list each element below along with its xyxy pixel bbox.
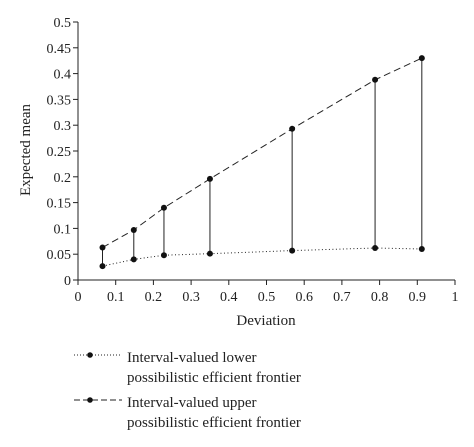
legend-label-upper: Interval-valued upper possibilistic effi… [127,395,301,431]
plot-area: 0 0.05 0.1 0.15 0.2 0.25 0.3 0.35 0.4 0.45 0.5 0 0.1… [47,16,459,305]
data-point-upper [130,226,137,233]
x-tick-label: 0.7 [333,290,351,305]
y-tick-label: 0 [64,274,71,289]
y-tick-label: 0.45 [47,42,72,57]
y-tick-label: 0.15 [47,197,72,212]
data-point-upper [206,175,213,182]
legend-item-lower: Interval-valued lower possibilistic effi… [74,348,301,388]
y-tick-label: 0.35 [47,93,72,108]
y-axis-label: Expected mean [18,103,34,196]
x-tick-label: 0.9 [409,290,427,305]
x-tick-label: 1 [452,290,459,305]
y-tick-label: 0.4 [54,68,72,83]
y-tick-label: 0.1 [54,222,72,237]
data-point-lower [289,247,296,254]
data-point-lower [418,246,425,253]
x-tick-label: 0.6 [295,290,313,305]
x-tick-label: 0.1 [107,290,125,305]
data-point-upper [372,76,379,83]
x-axis-label: Deviation [236,313,296,329]
legend-sample-upper [74,397,122,403]
data-point-lower [372,245,379,252]
data-point-lower [206,250,213,257]
y-tick-label: 0.05 [47,248,72,263]
legend-label-lower: Interval-valued lower possibilistic effi… [127,350,301,386]
data-point-upper [160,204,167,211]
data-point-lower [130,256,137,263]
chart: 0 0.05 0.1 0.15 0.2 0.25 0.3 0.35 0.4 0.45 0.5 0 0.1… [18,16,459,329]
y-tick-label: 0.5 [54,16,72,31]
x-tick-label: 0.8 [371,290,389,305]
y-tick-label: 0.25 [47,145,72,160]
series-line-upper [102,57,423,248]
y-tick-label: 0.3 [54,119,72,134]
x-tick-label: 0.4 [220,290,238,305]
y-tick-label: 0.2 [54,171,72,186]
data-point-lower [160,252,167,259]
x-tick-label: 0.3 [182,290,200,305]
x-tick-label: 0 [75,290,82,305]
x-tick-label: 0.2 [145,290,163,305]
legend-item-upper: Interval-valued upper possibilistic effi… [74,393,301,433]
data-point-upper [99,244,106,251]
data-point-upper [289,125,296,132]
x-tick-label: 0.5 [258,290,276,305]
data-point-lower [99,263,106,270]
data-point-upper [418,55,425,62]
legend-sample-lower [74,352,122,358]
